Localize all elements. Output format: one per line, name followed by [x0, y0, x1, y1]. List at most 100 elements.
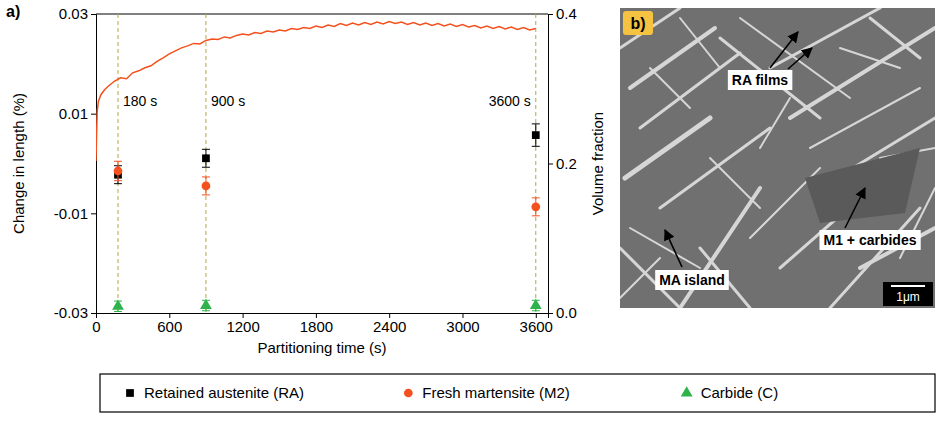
tick-label: 3000: [446, 318, 479, 335]
lath: [625, 118, 710, 178]
tick: 0.0: [548, 304, 577, 321]
lath: [840, 48, 900, 68]
axis-line: [549, 15, 554, 314]
lath: [790, 28, 935, 118]
error-bar: [202, 177, 210, 195]
tick-label: 1200: [226, 318, 259, 335]
annotation: RA films: [728, 70, 792, 90]
tick: 0.01: [59, 105, 96, 122]
legend-item: Fresh martensite (M2): [404, 384, 570, 401]
tick-mark: [548, 164, 553, 165]
tick-label: 2400: [373, 318, 406, 335]
scale-bar-box: [883, 282, 933, 306]
marker: [532, 131, 540, 139]
micrograph-ground: [620, 8, 935, 308]
annotation-label: 3600 s: [489, 93, 531, 109]
legend-marker: [126, 389, 134, 397]
tick-label: 600: [157, 318, 182, 335]
lath: [680, 18, 720, 68]
tick: 1200: [226, 313, 259, 335]
annotation-arrow: [770, 32, 798, 68]
legend-item: Carbide (C): [681, 384, 778, 401]
y2-axis-title: Volume fraction: [589, 112, 606, 215]
marker: [200, 299, 212, 309]
lath: [640, 53, 740, 128]
tick-mark: [548, 14, 553, 15]
annotation: M1 + carbides: [820, 230, 921, 250]
annotation-label: RA films: [732, 72, 788, 88]
x-axis-title: Partitioning time (s): [257, 339, 386, 356]
micrograph-image: [620, 8, 935, 308]
tick-mark: [91, 213, 96, 214]
annotation: MA island: [655, 270, 729, 290]
annotation-arrow: [845, 188, 865, 228]
x-axis: 0 600 1200 1800 2400 3000 3600: [92, 313, 553, 335]
annotation-label: 180 s: [123, 93, 157, 109]
error-bar: [114, 161, 122, 180]
annotation-label: 900 s: [211, 93, 245, 109]
tick: 3000: [446, 313, 479, 335]
dark-region: [805, 148, 920, 223]
annotation-arrow: [788, 48, 812, 69]
legend: Retained austenite (RA) Fresh martensite …: [100, 374, 935, 412]
y2-axis: 0.0 0.2 0.4: [548, 5, 577, 321]
tick-label: 0.01: [59, 105, 88, 122]
tick: 2400: [373, 313, 406, 335]
legend-label: Retained austenite (RA): [144, 384, 304, 401]
legend-label: Fresh martensite (M2): [422, 384, 570, 401]
lath: [770, 8, 880, 68]
tick: 0.03: [59, 5, 96, 22]
lath: [810, 88, 920, 148]
tick-mark: [548, 313, 553, 314]
lath: [710, 158, 760, 208]
tick: 1800: [300, 313, 333, 335]
marker: [202, 154, 210, 162]
legend-marker: [681, 386, 693, 396]
tick-label: 0.2: [556, 155, 577, 172]
error-bar: [532, 198, 540, 216]
tick: 600: [157, 313, 182, 335]
marker: [114, 167, 123, 176]
annotation-box: [728, 70, 792, 90]
tick-mark: [91, 313, 96, 314]
tick-label: 3600: [520, 318, 553, 335]
tick-label: 1800: [300, 318, 333, 335]
annotation-box: [655, 270, 729, 290]
annotation-label: M1 + carbides: [824, 232, 917, 248]
lath: [630, 228, 700, 268]
lath: [620, 8, 680, 48]
marker: [531, 202, 540, 211]
lath: [870, 18, 920, 58]
scale-bar-line: [891, 285, 925, 287]
panel-label-box: [623, 11, 653, 35]
lath: [620, 258, 660, 298]
tick: -0.01: [54, 205, 96, 222]
panel-label: a): [6, 3, 20, 20]
y-axis: -0.03 -0.01 0.01 0.03: [54, 5, 97, 321]
y-axis-title: Change in length (%): [10, 93, 27, 234]
error-bar: [202, 149, 210, 167]
tick-label: 0.4: [556, 5, 577, 22]
tick-label: -0.03: [54, 304, 88, 321]
error-bar: [532, 124, 540, 146]
tick-label: 0.03: [59, 5, 88, 22]
micrograph-panel: RA films M1 + carbides MA island b) 1μm: [620, 8, 935, 308]
tick: 0: [92, 313, 100, 335]
lath: [760, 98, 790, 148]
annotation-box: [820, 230, 921, 250]
annotation-line: [535, 14, 536, 313]
axis-line: [91, 15, 97, 314]
tick-label: 0.0: [556, 304, 577, 321]
marker: [202, 182, 211, 191]
tick-label: 0: [92, 318, 100, 335]
legend-label: Carbide (C): [701, 384, 779, 401]
panel-label: b): [630, 15, 645, 32]
annotation-label: MA island: [659, 272, 725, 288]
lath: [650, 68, 690, 108]
legend-item: Retained austenite (RA): [126, 384, 304, 401]
legend-box: [100, 374, 935, 412]
scale-bar-label: 1μm: [896, 290, 920, 304]
plot-frame: [96, 14, 548, 15]
tick: 0.2: [548, 155, 577, 172]
marker: [112, 299, 124, 309]
